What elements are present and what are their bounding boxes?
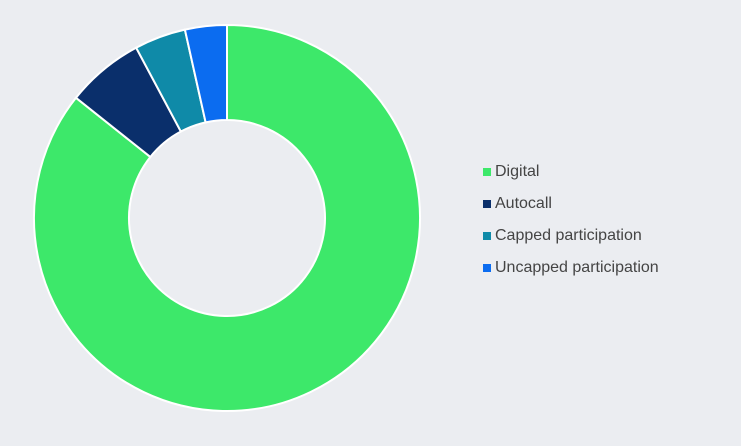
- legend-label: Digital: [495, 163, 539, 180]
- legend-swatch: [483, 200, 491, 208]
- legend-swatch: [483, 264, 491, 272]
- legend-label: Autocall: [495, 195, 552, 212]
- legend-swatch: [483, 168, 491, 176]
- legend-label: Uncapped participation: [495, 259, 659, 276]
- donut-segment: [183, 23, 228, 124]
- donut-segment: [33, 23, 421, 412]
- legend-label: Capped participation: [495, 227, 642, 244]
- legend-swatch: [483, 232, 491, 240]
